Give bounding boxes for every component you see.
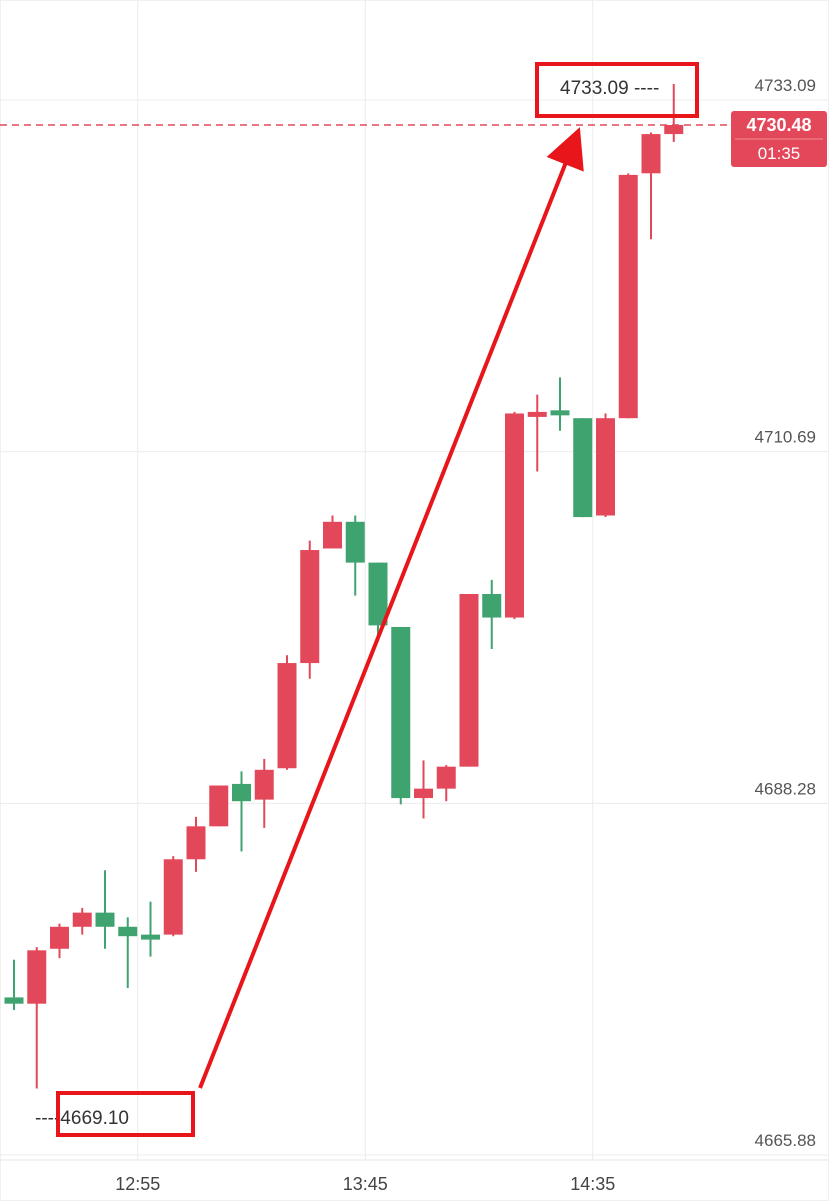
high-annotation-label: 4733.09 ---- [560,78,659,99]
candle-body [482,593,502,618]
candle [505,411,524,620]
high-annotation-box [535,62,699,118]
candle-body [596,418,615,516]
candle-body [186,826,206,860]
candle [4,959,24,1010]
candle-body [641,134,661,174]
candle [232,771,251,852]
countdown-timer: 01:35 [758,144,801,163]
candle [596,413,615,518]
candle [277,655,297,770]
x-axis: 12:55 13:45 14:35 [115,1174,615,1194]
y-tick-label: 4688.28 [755,779,816,798]
candle-body [618,174,638,419]
candle [50,923,69,959]
x-tick-label: 13:45 [343,1174,388,1194]
candle-body [4,997,24,1004]
candles-layer [4,84,684,1089]
candle [163,856,183,937]
candle-body [95,912,115,927]
overlay-layer: 4730.48 01:35 4733.09 ---- ----4669.10 [0,62,827,1137]
candle [573,418,593,518]
candle-body [345,521,365,563]
candle-body [505,413,524,618]
candle [550,377,570,431]
candle [118,917,138,988]
candle [345,515,365,596]
candle-body [277,663,297,769]
low-annotation-box [56,1091,195,1137]
candle-body [368,562,388,626]
candle-body [209,785,229,827]
trend-arrow [198,127,584,1089]
candle-body [232,783,251,802]
candle-body [550,410,570,416]
candle-body [50,926,69,949]
y-tick-label: 4665.88 [755,1131,816,1150]
candle-body [436,766,456,789]
candle-body [27,950,47,1004]
candle [482,579,502,649]
candle [254,758,274,828]
y-axis: 4733.09 4710.69 4688.28 4665.88 [755,76,816,1150]
candle-body [527,411,547,417]
candle-body [414,788,433,799]
candle-body [300,550,320,664]
candle-body [323,521,342,549]
candle [186,816,206,872]
candle-body [118,926,138,937]
x-tick-label: 14:35 [570,1174,615,1194]
candle [141,901,160,957]
y-tick-label: 4710.69 [755,428,816,447]
candle-body [254,769,274,800]
x-tick-label: 12:55 [115,1174,160,1194]
candle [641,132,661,240]
candle [664,84,684,142]
candle [300,540,320,679]
candle [368,562,388,635]
candle-body [664,124,684,135]
candle-body [459,593,479,767]
candle [209,785,229,827]
candle-body [141,934,160,940]
candle [436,765,456,802]
y-tick-label: 4733.09 [755,76,816,95]
candle [391,626,411,805]
candle-body [163,859,183,935]
candle [27,947,47,1089]
candle-body [391,626,411,799]
candle [459,593,479,767]
candle [323,515,342,549]
candle [618,173,638,419]
candle [414,760,433,819]
current-price-label: 4730.48 [746,115,811,135]
candle [527,394,547,472]
candle [95,870,115,949]
candle-body [573,418,593,518]
low-annotation-label: ----4669.10 [35,1108,129,1129]
candle-body [72,912,92,927]
candle [72,907,92,935]
